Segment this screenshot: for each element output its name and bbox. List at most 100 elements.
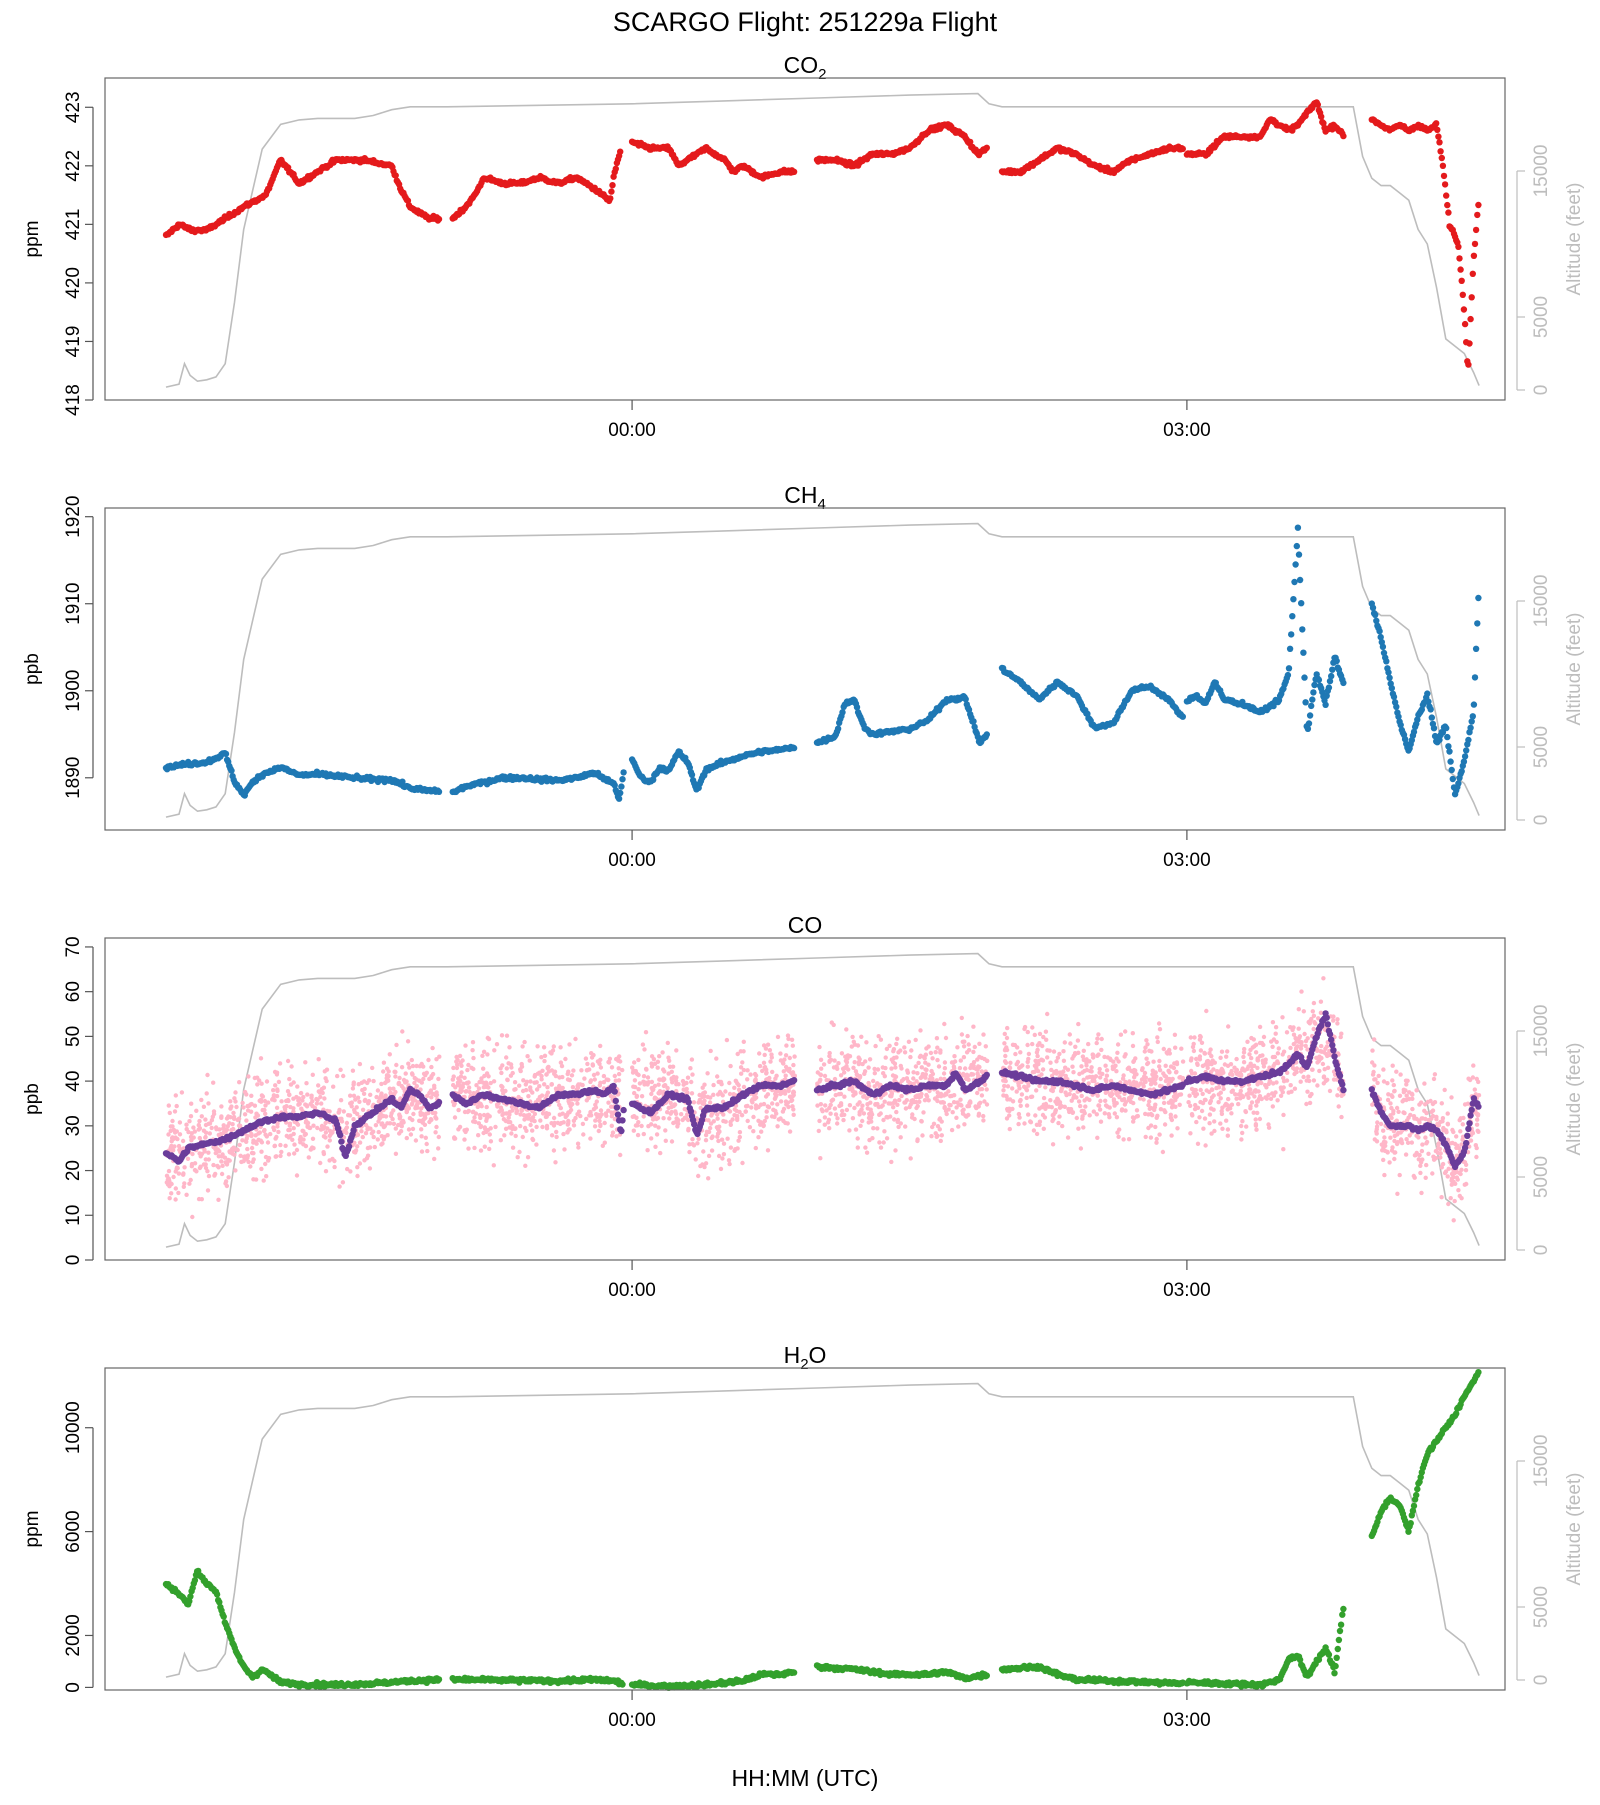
co-raw-point: [959, 1058, 963, 1062]
data-point: [1433, 120, 1439, 126]
co-raw-point: [939, 1092, 943, 1096]
co-raw-point: [204, 1157, 208, 1161]
co-raw-point: [1155, 1114, 1159, 1118]
co-raw-point: [405, 1136, 409, 1140]
co-raw-point: [368, 1145, 372, 1149]
co-raw-point: [828, 1112, 832, 1116]
co-raw-point: [749, 1105, 753, 1109]
co-raw-point: [960, 1016, 964, 1020]
co-raw-point: [464, 1089, 468, 1093]
co-raw-point: [485, 1071, 489, 1075]
data-point: [1370, 605, 1376, 611]
co-raw-point: [898, 1048, 902, 1052]
co-raw-point: [382, 1137, 386, 1141]
co-raw-point: [410, 1058, 414, 1062]
co-raw-point: [758, 1064, 762, 1068]
co-raw-point: [867, 1116, 871, 1120]
co-raw-point: [381, 1069, 385, 1073]
co-raw-point: [540, 1125, 544, 1129]
co-raw-point: [727, 1162, 731, 1166]
co-raw-point: [885, 1136, 889, 1140]
data-point: [436, 789, 442, 795]
co-raw-point: [575, 1101, 579, 1105]
co-raw-point: [331, 1085, 335, 1089]
co-raw-point: [670, 1070, 674, 1074]
co-raw-point: [980, 1056, 984, 1060]
co-raw-point: [620, 1068, 624, 1072]
altitude-line: [166, 524, 1479, 818]
co-raw-point: [436, 1146, 440, 1150]
co-raw-point: [414, 1138, 418, 1142]
co-raw-point: [377, 1130, 381, 1134]
co-raw-point: [906, 1071, 910, 1075]
co-raw-point: [831, 1098, 835, 1102]
co-raw-point: [632, 1129, 636, 1133]
co-raw-point: [1032, 1128, 1036, 1132]
co-raw-point: [971, 1025, 975, 1029]
co-raw-point: [292, 1142, 296, 1146]
co-raw-point: [962, 1122, 966, 1126]
co-raw-point: [722, 1142, 726, 1146]
co-raw-point: [278, 1154, 282, 1158]
co-raw-point: [710, 1134, 714, 1138]
co-raw-point: [488, 1132, 492, 1136]
co-raw-point: [861, 1095, 865, 1099]
co-raw-point: [304, 1132, 308, 1136]
co-raw-point: [631, 1069, 635, 1073]
co-raw-point: [360, 1088, 364, 1092]
co-raw-point: [544, 1115, 548, 1119]
co-raw-point: [566, 1072, 570, 1076]
x-tick-label: 03:00: [1163, 420, 1211, 441]
co-raw-point: [427, 1091, 431, 1095]
co-raw-point: [472, 1146, 476, 1150]
co-raw-point: [893, 1148, 897, 1152]
co-raw-point: [319, 1101, 323, 1105]
co-raw-point: [394, 1043, 398, 1047]
co-raw-point: [500, 1033, 504, 1037]
co-raw-point: [784, 1074, 788, 1078]
co-raw-point: [311, 1146, 315, 1150]
panel-title-main: CO: [784, 52, 819, 78]
co-raw-point: [341, 1180, 345, 1184]
co-raw-point: [169, 1144, 173, 1148]
co-raw-point: [197, 1197, 201, 1201]
co-raw-point: [914, 1038, 918, 1042]
co-raw-point: [481, 1067, 485, 1071]
co-raw-point: [226, 1124, 230, 1128]
co-raw-point: [835, 1121, 839, 1125]
co-raw-point: [595, 1099, 599, 1103]
co-raw-point: [597, 1129, 601, 1133]
data-point: [620, 769, 626, 775]
data-point: [1450, 776, 1456, 782]
co-raw-point: [783, 1091, 787, 1095]
co-raw-point: [486, 1036, 490, 1040]
co-raw-point: [735, 1114, 739, 1118]
co-raw-point: [272, 1093, 276, 1097]
co-raw-point: [499, 1071, 503, 1075]
co-raw-point: [436, 1077, 440, 1081]
co-raw-point: [929, 1069, 933, 1073]
co-raw-point: [467, 1109, 471, 1113]
co-raw-point: [525, 1054, 529, 1058]
data-point: [1444, 734, 1450, 740]
co-raw-point: [840, 1113, 844, 1117]
co-raw-point: [292, 1151, 296, 1155]
co-raw-point: [429, 1118, 433, 1122]
co-raw-point: [170, 1124, 174, 1128]
co-raw-point: [255, 1082, 259, 1086]
co-raw-point: [792, 1113, 796, 1117]
co-raw-point: [857, 1060, 861, 1064]
co-raw-point: [750, 1097, 754, 1101]
co-raw-point: [784, 1043, 788, 1047]
co-raw-point: [452, 1074, 456, 1078]
co-raw-point: [284, 1099, 288, 1103]
co-raw-point: [768, 1059, 772, 1063]
co-raw-point: [919, 1076, 923, 1080]
co-raw-point: [1030, 1025, 1034, 1029]
co-raw-point: [632, 1060, 636, 1064]
co-raw-point: [224, 1179, 228, 1183]
co-raw-point: [1071, 1070, 1075, 1074]
co-raw-point: [698, 1098, 702, 1102]
co-raw-point: [180, 1090, 184, 1094]
